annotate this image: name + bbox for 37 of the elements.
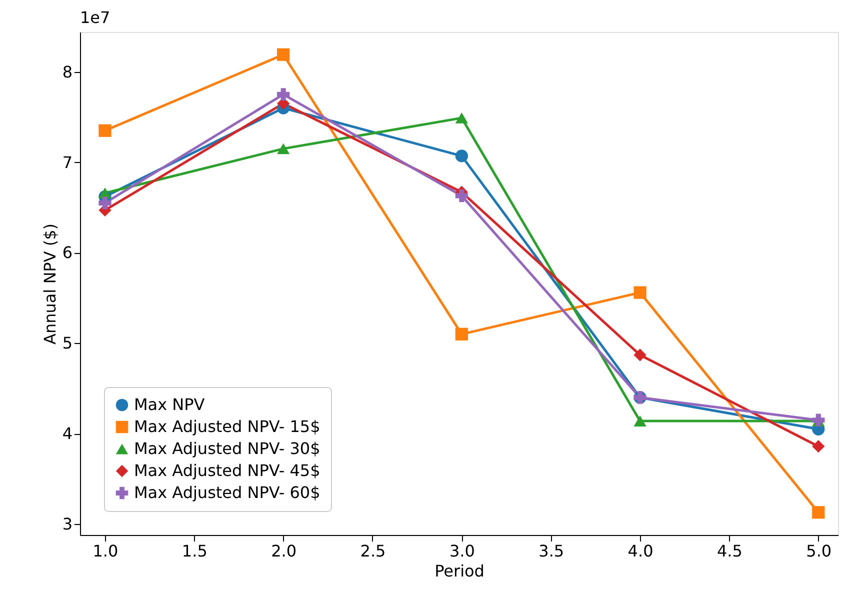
x-tick-label: 5.0 — [806, 542, 832, 560]
point — [98, 124, 112, 137]
x-tick-label: 2.5 — [360, 542, 386, 560]
x-tick-label: 3.0 — [449, 542, 475, 560]
point — [634, 416, 646, 426]
x-tick-label: 4.5 — [716, 542, 742, 560]
point — [455, 112, 468, 124]
y-axis-title: Annual NPV ($) — [40, 223, 60, 345]
point — [455, 150, 468, 162]
point — [455, 328, 468, 340]
y-tick-label: 4 — [62, 424, 72, 444]
point — [634, 348, 646, 362]
y-tick-label: 8 — [62, 62, 72, 82]
point — [634, 286, 646, 299]
point — [276, 88, 290, 101]
y-tick-label: 5 — [62, 334, 72, 353]
point — [276, 143, 290, 154]
x-tick-label: 3.5 — [538, 542, 564, 560]
point — [812, 506, 825, 519]
x-tick-label: 2.0 — [271, 542, 297, 560]
x-tick-label: 4.0 — [628, 542, 654, 560]
text: 1e7 — [80, 8, 110, 27]
legend-label: Max Adjusted NPV- 30$ — [134, 439, 320, 458]
point — [276, 48, 290, 61]
y-tick-label: 7 — [62, 152, 72, 172]
point — [98, 196, 112, 210]
x-tick-label: 1.0 — [92, 542, 118, 560]
point — [455, 189, 468, 202]
legend-label: Max Adjusted NPV- 15$ — [134, 417, 320, 436]
y-tick-label: 6 — [62, 243, 72, 262]
legend-label: Max Adjusted NPV- 45$ — [134, 461, 320, 480]
legend-label: Max Adjusted NPV- 60$ — [134, 483, 320, 502]
point — [812, 440, 825, 453]
x-tick-label: 1.5 — [182, 542, 208, 560]
legend-label: Max NPV — [134, 395, 205, 414]
x-axis-title: Period — [434, 562, 484, 580]
y-tick-label: 3 — [62, 514, 72, 534]
